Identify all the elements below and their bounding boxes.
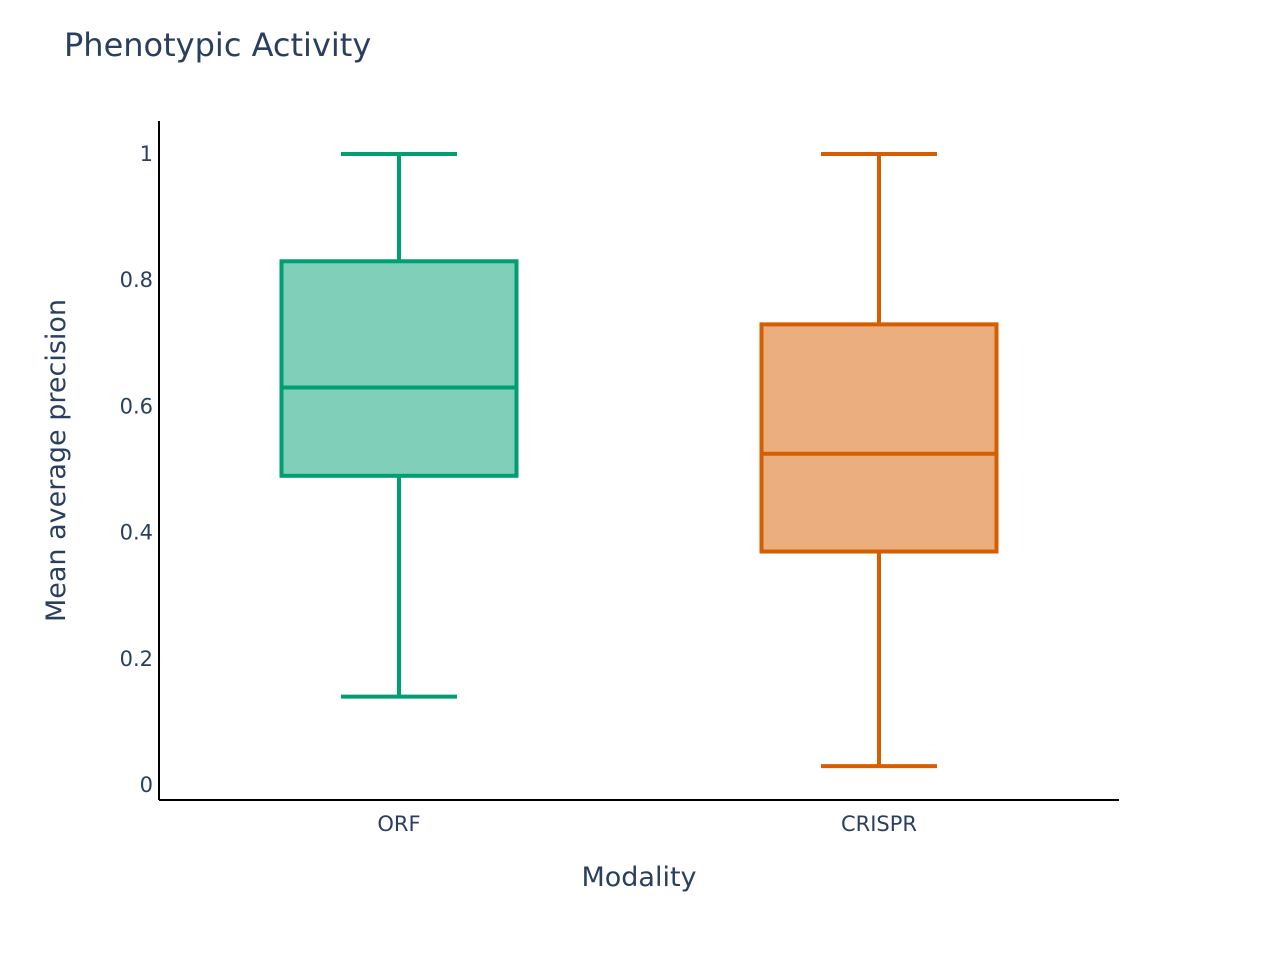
- box-series-group: [279, 152, 999, 769]
- x-tick-label: CRISPR: [841, 812, 917, 836]
- y-tick-label: 0.4: [120, 521, 153, 545]
- x-tick-labels: ORF CRISPR: [377, 812, 917, 836]
- chart-title: Phenotypic Activity: [64, 26, 372, 64]
- x-tick-label: ORF: [377, 812, 420, 836]
- y-tick-label: 0.8: [120, 268, 153, 292]
- iqr-box: [759, 322, 999, 554]
- x-axis-title: Modality: [581, 862, 696, 893]
- iqr-box: [279, 259, 519, 478]
- y-tick-label: 0: [140, 773, 153, 797]
- y-tick-labels: 0 0.2 0.4 0.6 0.8 1: [120, 142, 153, 797]
- y-tick-label: 0.2: [120, 647, 153, 671]
- box-orf: [279, 152, 519, 699]
- y-tick-label: 0.6: [120, 394, 153, 418]
- y-tick-label: 1: [140, 142, 153, 166]
- box-crispr: [759, 152, 999, 769]
- y-axis-title: Mean average precision: [41, 299, 72, 622]
